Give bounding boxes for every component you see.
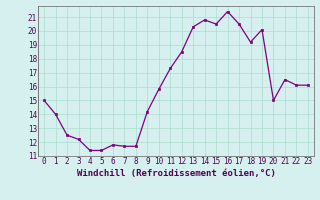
X-axis label: Windchill (Refroidissement éolien,°C): Windchill (Refroidissement éolien,°C) <box>76 169 276 178</box>
